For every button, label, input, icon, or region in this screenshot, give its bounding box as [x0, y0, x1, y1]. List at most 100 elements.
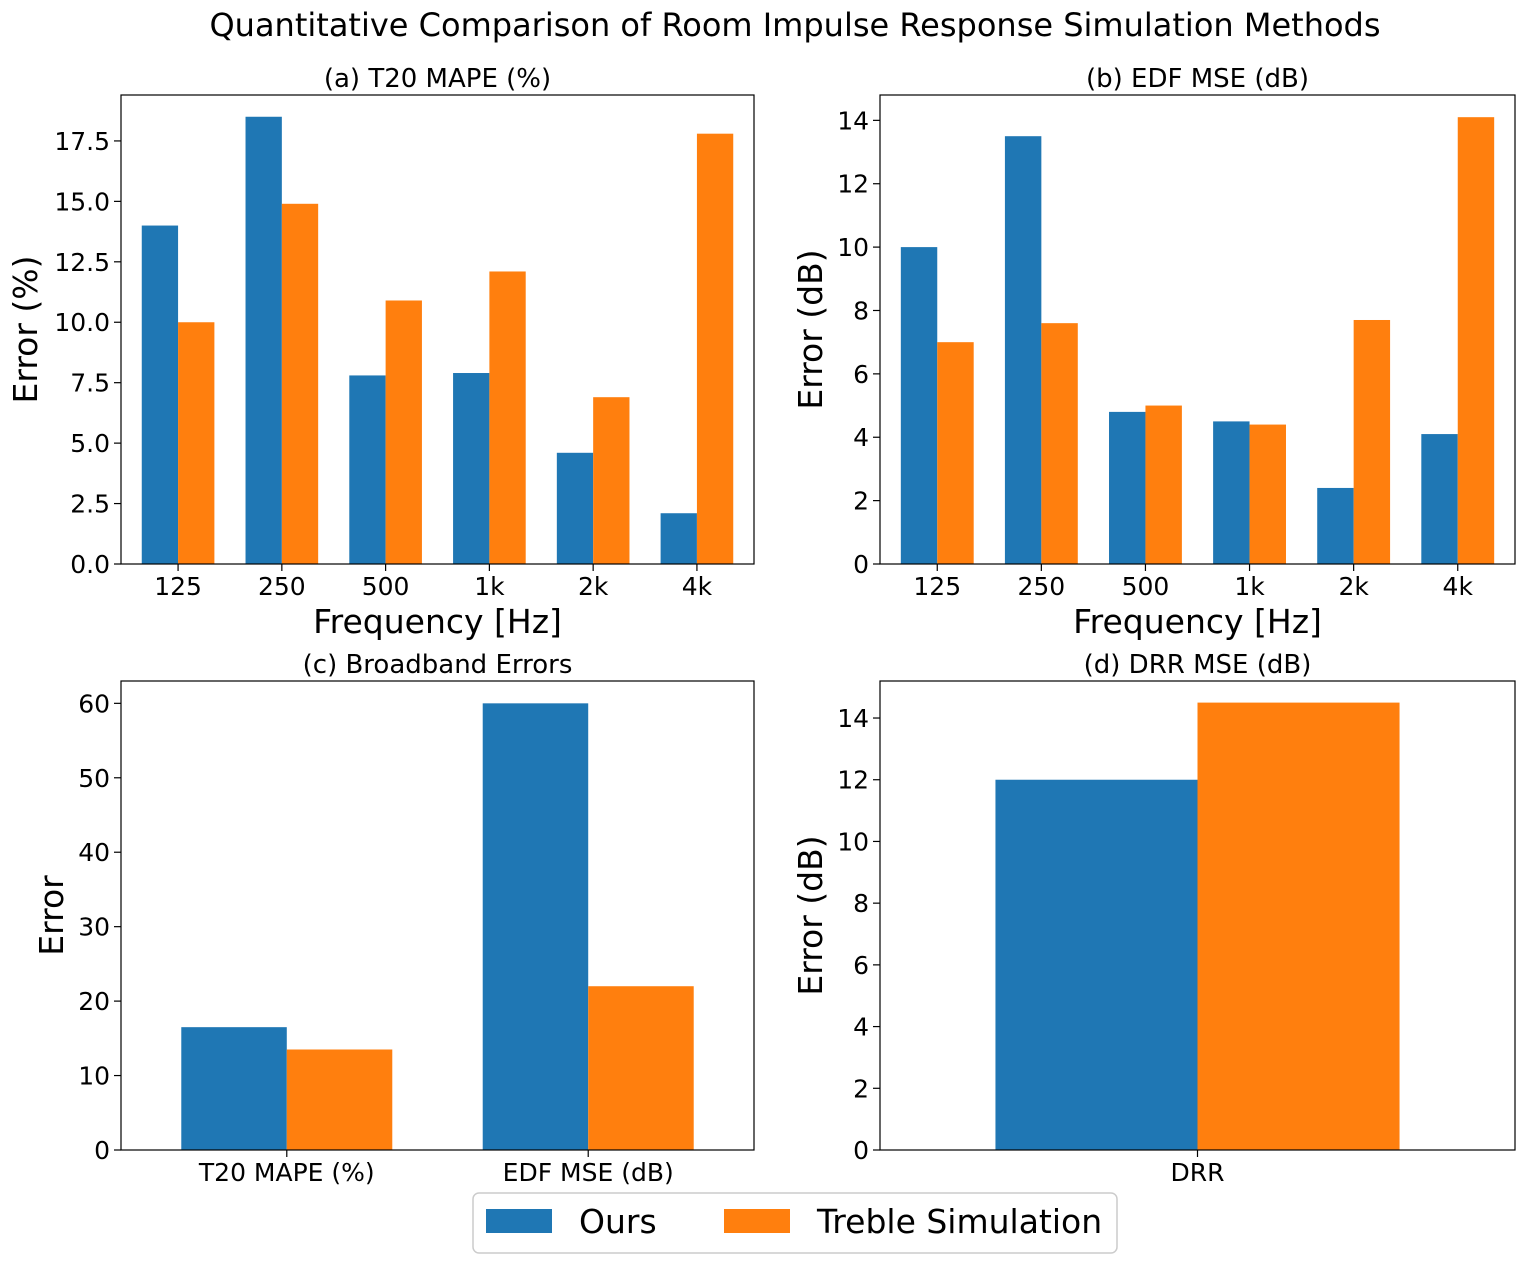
- y-tick-label-0: 0.0: [70, 550, 110, 579]
- legend-label-treble: Treble Simulation: [816, 1202, 1102, 1241]
- y-tick-label-3: 6: [853, 360, 869, 389]
- bar-treble-5: [696, 133, 734, 564]
- axes-frame: [120, 680, 755, 1151]
- bar-ours-0: [181, 1027, 287, 1150]
- bar-ours-1: [1004, 136, 1042, 564]
- bar-ours-4: [556, 452, 594, 564]
- y-tick-label-3: 6: [853, 951, 869, 980]
- y-tick-label-4: 8: [853, 889, 869, 918]
- x-tick-label-1: 250: [258, 572, 306, 601]
- y-tick-label-1: 10: [78, 1062, 110, 1091]
- legend-frame: [472, 1192, 1118, 1254]
- bar-treble-0: [286, 1049, 393, 1150]
- y-tick-label-1: 2.5: [70, 490, 110, 519]
- x-tick-label-1: EDF MSE (dB): [503, 1158, 674, 1187]
- y-axis-label: Error (dB): [791, 249, 830, 409]
- x-tick-label-4: 2k: [1338, 572, 1369, 601]
- bar-ours-0: [900, 247, 938, 565]
- axes-frame: [120, 94, 755, 565]
- x-tick-label-2: 500: [362, 572, 410, 601]
- y-tick-label-3: 30: [78, 913, 110, 942]
- axes-frame: [879, 94, 1516, 565]
- bar-treble-1: [281, 203, 319, 564]
- bar-ours-4: [1317, 487, 1354, 564]
- y-tick-label-3: 7.5: [70, 369, 110, 398]
- x-tick-label-0: 125: [913, 572, 961, 601]
- bar-ours-0: [141, 225, 179, 564]
- y-tick-label-4: 8: [853, 296, 869, 325]
- bar-ours-5: [660, 513, 697, 564]
- legend-label-ours: Ours: [579, 1202, 657, 1241]
- bar-ours-0: [995, 779, 1198, 1150]
- y-tick-label-2: 4: [853, 423, 869, 452]
- y-tick-label-5: 50: [78, 764, 110, 793]
- bar-treble-1: [588, 986, 694, 1150]
- y-tick-label-0: 0: [853, 1136, 869, 1165]
- y-tick-label-6: 12: [837, 766, 869, 795]
- x-tick-label-1: 250: [1017, 572, 1065, 601]
- chart-panel-c: 0 10 20 30 40 50 60 T20 MAPE (%) EDF MSE (dB) (c)…: [32, 650, 755, 1187]
- x-tick-label-0: T20 MAPE (%): [198, 1158, 375, 1187]
- y-tick-label-6: 12: [837, 170, 869, 199]
- bar-ours-3: [453, 373, 490, 564]
- x-tick-label-3: 1k: [1234, 572, 1265, 601]
- y-tick-label-5: 10: [837, 827, 869, 856]
- bar-ours-3: [1213, 421, 1250, 564]
- y-tick-label-7: 14: [837, 106, 869, 135]
- bar-ours-5: [1421, 434, 1458, 564]
- y-tick-label-5: 10: [837, 233, 869, 262]
- y-tick-label-7: 17.5: [54, 127, 110, 156]
- x-tick-label-5: 4k: [1443, 572, 1474, 601]
- y-tick-label-2: 4: [853, 1013, 869, 1042]
- bar-treble-1: [1041, 323, 1078, 564]
- y-tick-label-4: 10.0: [54, 308, 110, 337]
- y-tick-label-0: 0: [94, 1136, 110, 1165]
- bar-ours-2: [349, 375, 386, 564]
- bar-ours-1: [245, 116, 282, 565]
- y-tick-label-0: 0: [853, 550, 869, 579]
- bar-treble-4: [593, 397, 630, 564]
- bar-treble-0: [1197, 702, 1400, 1150]
- chart-panel-d: 0 2 4 6 8 10 12 14 DRR (d) DRR MSE (dB) Error (dB): [791, 650, 1516, 1187]
- y-tick-label-4: 40: [78, 838, 110, 867]
- figure-suptitle: Quantitative Comparison of Room Impulse …: [209, 6, 1380, 44]
- y-tick-label-1: 2: [853, 1074, 869, 1103]
- y-tick-label-6: 60: [78, 689, 110, 718]
- legend: Ours Treble Simulation: [472, 1192, 1118, 1254]
- bar-treble-4: [1353, 319, 1391, 564]
- chart-title: (a) T20 MAPE (%): [324, 64, 551, 94]
- legend-swatch-treble: [724, 1209, 790, 1233]
- y-tick-label-1: 2: [853, 487, 869, 516]
- chart-title: (b) EDF MSE (dB): [1086, 64, 1309, 94]
- x-tick-label-4: 2k: [578, 572, 609, 601]
- y-tick-label-5: 12.5: [54, 248, 110, 277]
- chart-title: (d) DRR MSE (dB): [1084, 650, 1312, 680]
- y-tick-label-2: 5.0: [70, 429, 110, 458]
- chart-panel-a: 0.0 2.5 5.0 7.5 10.0 12.5 15.0 17.5 125 250 500 1k 2…: [6, 64, 755, 641]
- y-tick-label-7: 14: [837, 704, 869, 733]
- bar-ours-1: [482, 703, 589, 1150]
- legend-swatch-ours: [486, 1209, 552, 1233]
- x-tick-label-2: 500: [1122, 572, 1170, 601]
- bar-treble-2: [1145, 405, 1182, 564]
- y-tick-label-2: 20: [78, 987, 110, 1016]
- bar-treble-0: [178, 322, 215, 564]
- bar-treble-3: [489, 271, 526, 564]
- x-axis-label: Frequency [Hz]: [313, 602, 562, 641]
- x-tick-label-5: 4k: [682, 572, 713, 601]
- bar-ours-2: [1109, 411, 1146, 564]
- y-tick-label-6: 15.0: [54, 187, 110, 216]
- y-axis-label: Error (%): [6, 255, 45, 403]
- chart-title: (c) Broadband Errors: [303, 650, 573, 680]
- bar-treble-2: [385, 300, 422, 564]
- x-tick-label-0: DRR: [1171, 1158, 1225, 1187]
- bar-treble-3: [1249, 424, 1286, 564]
- x-tick-label-3: 1k: [474, 572, 505, 601]
- y-axis-label: Error: [32, 875, 71, 956]
- chart-panel-b: 0 2 4 6 8 10 12 14 125 250 500 1k 2k 4k (b) EDF MSE (d…: [791, 64, 1516, 641]
- y-axis-label: Error (dB): [791, 835, 830, 995]
- bar-treble-0: [937, 342, 974, 564]
- x-tick-label-0: 125: [154, 572, 202, 601]
- bar-treble-5: [1457, 117, 1495, 564]
